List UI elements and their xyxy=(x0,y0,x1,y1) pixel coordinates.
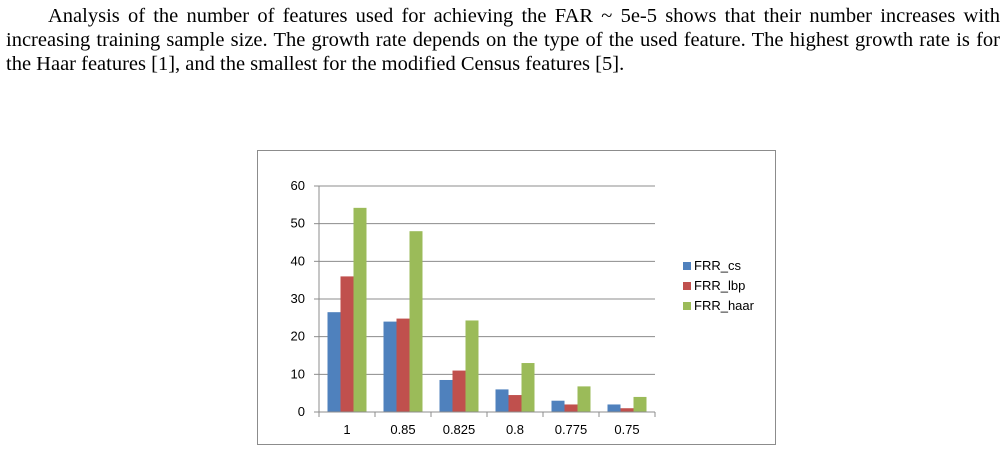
x-tick-label: 0.75 xyxy=(614,422,639,437)
y-tick-label: 30 xyxy=(291,291,305,306)
legend-label: FRR_lbp xyxy=(694,278,745,293)
bar-frr-haar xyxy=(409,231,423,412)
bar-frr-haar xyxy=(521,363,535,412)
bar-frr-cs xyxy=(383,321,397,412)
bar-frr-cs xyxy=(495,389,509,412)
bar-frr-cs xyxy=(551,400,565,412)
y-tick-labels: 0 10 20 30 40 50 60 xyxy=(291,178,305,419)
bar-frr-lbp xyxy=(396,318,410,412)
y-tick-label: 0 xyxy=(298,404,305,419)
bars xyxy=(327,207,647,412)
bar-frr-cs xyxy=(327,312,341,412)
y-tick-label: 40 xyxy=(291,253,305,268)
bar-frr-lbp xyxy=(340,276,354,412)
grid-lines xyxy=(314,185,656,417)
legend: FRR_cs FRR_lbp FRR_haar xyxy=(683,258,755,313)
x-tick-label: 0.8 xyxy=(506,422,524,437)
bar-frr-haar xyxy=(633,396,647,412)
bar-frr-cs xyxy=(439,379,453,412)
x-tick-label: 0.85 xyxy=(390,422,415,437)
x-tick-label: 0.775 xyxy=(555,422,588,437)
legend-swatch xyxy=(683,302,691,310)
bar-frr-cs xyxy=(607,404,621,412)
body-paragraph: Analysis of the number of features used … xyxy=(6,5,1000,75)
x-tick-label: 1 xyxy=(343,422,350,437)
y-tick-label: 60 xyxy=(291,178,305,193)
x-tick-label: 0.825 xyxy=(443,422,476,437)
legend-label: FRR_cs xyxy=(694,258,741,273)
bar-frr-lbp xyxy=(564,404,578,412)
bar-frr-haar xyxy=(353,207,367,412)
x-tick-labels: 1 0.85 0.825 0.8 0.775 0.75 xyxy=(343,422,639,437)
bar-chart: 0 10 20 30 40 50 60 1 0.85 0.825 0.8 0.775 0.75 FRR… xyxy=(257,150,776,445)
bar-frr-haar xyxy=(465,320,479,412)
bar-frr-haar xyxy=(577,386,591,412)
y-tick-label: 50 xyxy=(291,216,305,231)
y-tick-label: 20 xyxy=(291,329,305,344)
legend-label: FRR_haar xyxy=(694,298,755,313)
y-tick-label: 10 xyxy=(291,366,305,381)
bar-frr-lbp xyxy=(452,370,466,412)
legend-swatch xyxy=(683,262,691,270)
legend-swatch xyxy=(683,282,691,290)
axes xyxy=(318,186,655,413)
bar-frr-lbp xyxy=(508,395,522,412)
bar-frr-lbp xyxy=(620,408,634,412)
